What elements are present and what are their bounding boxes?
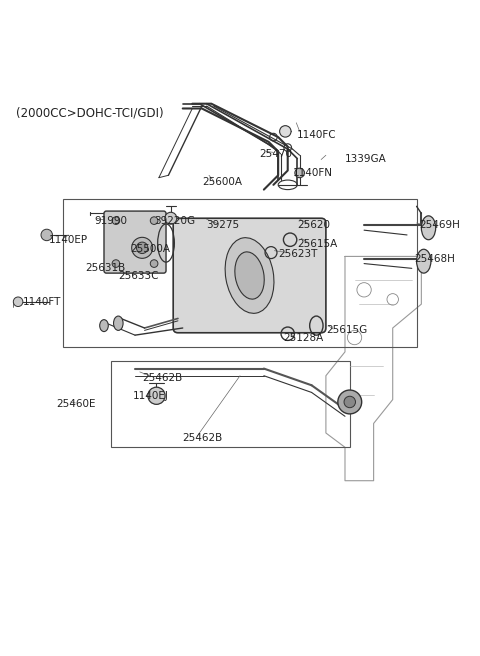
Text: 25631B: 25631B bbox=[85, 263, 125, 274]
Circle shape bbox=[132, 237, 153, 258]
FancyBboxPatch shape bbox=[104, 211, 166, 273]
Text: 1140FC: 1140FC bbox=[297, 130, 337, 140]
Text: 1140EJ: 1140EJ bbox=[132, 391, 168, 401]
FancyBboxPatch shape bbox=[173, 218, 326, 333]
Text: 1140FN: 1140FN bbox=[292, 168, 333, 178]
Ellipse shape bbox=[417, 249, 431, 273]
Text: 25623T: 25623T bbox=[278, 249, 318, 259]
Text: 25462B: 25462B bbox=[142, 373, 182, 383]
Ellipse shape bbox=[165, 213, 177, 224]
Circle shape bbox=[112, 216, 120, 224]
Circle shape bbox=[150, 216, 158, 224]
Text: 1140EP: 1140EP bbox=[49, 235, 88, 245]
Circle shape bbox=[338, 390, 362, 414]
Circle shape bbox=[13, 297, 23, 306]
Text: (2000CC>DOHC-TCI/GDI): (2000CC>DOHC-TCI/GDI) bbox=[16, 106, 163, 119]
Text: 39220G: 39220G bbox=[154, 216, 195, 226]
Text: 91990: 91990 bbox=[95, 216, 128, 226]
Circle shape bbox=[112, 260, 120, 268]
Ellipse shape bbox=[114, 316, 123, 331]
Text: 25462B: 25462B bbox=[183, 433, 223, 443]
Text: 25500A: 25500A bbox=[130, 244, 170, 255]
Circle shape bbox=[41, 229, 52, 241]
Circle shape bbox=[148, 387, 165, 404]
Text: 39275: 39275 bbox=[206, 220, 240, 230]
Text: 25470: 25470 bbox=[259, 149, 292, 159]
Text: 25128A: 25128A bbox=[283, 333, 323, 344]
Ellipse shape bbox=[100, 319, 108, 331]
Text: 25468H: 25468H bbox=[414, 254, 455, 264]
Ellipse shape bbox=[421, 216, 436, 239]
Circle shape bbox=[295, 168, 304, 178]
Circle shape bbox=[344, 396, 356, 407]
Text: 25600A: 25600A bbox=[202, 177, 242, 188]
Circle shape bbox=[280, 126, 291, 137]
Ellipse shape bbox=[235, 252, 264, 299]
Text: 1339GA: 1339GA bbox=[345, 154, 387, 163]
Ellipse shape bbox=[225, 237, 274, 314]
Text: 25633C: 25633C bbox=[118, 272, 159, 281]
Text: 1140FT: 1140FT bbox=[23, 297, 61, 307]
Text: 25615G: 25615G bbox=[326, 325, 367, 335]
Text: 25620: 25620 bbox=[297, 220, 330, 230]
Text: 25469H: 25469H bbox=[419, 220, 460, 230]
Text: 25460E: 25460E bbox=[56, 400, 96, 409]
Circle shape bbox=[136, 242, 148, 254]
Circle shape bbox=[150, 260, 158, 268]
Text: 25615A: 25615A bbox=[297, 239, 337, 249]
Bar bbox=[63, 199, 417, 347]
Bar bbox=[111, 361, 350, 447]
